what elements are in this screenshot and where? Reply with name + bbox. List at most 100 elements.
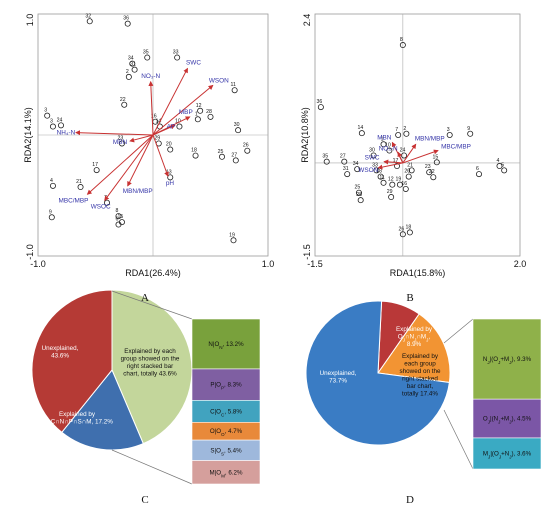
variable-arrow: [383, 159, 403, 165]
sample-point: [124, 20, 131, 27]
sample-label: 27: [340, 154, 346, 160]
sample-label: 16: [401, 181, 407, 187]
sample-point: [357, 197, 364, 204]
sample-point: [44, 112, 51, 119]
sample-point: [235, 127, 242, 134]
variable-label: SWC: [186, 59, 201, 66]
rda-plot-b: -1.5 2.02.4-1.5RDA1(15.8%)RDA2(10.8%)8361…: [300, 13, 527, 278]
sample-label: 22: [120, 97, 126, 103]
sample-label: 6: [476, 166, 479, 172]
sample-label: 29: [387, 189, 393, 195]
sample-label: 5: [501, 162, 504, 168]
sample-label: 27: [231, 152, 237, 158]
x-tick-label: 2.0: [514, 259, 527, 269]
sample-label: 23: [425, 164, 431, 170]
sample-point: [377, 173, 384, 180]
sample-label: 3: [44, 108, 47, 114]
bar-segment-label: S|OS, 5.4%: [210, 447, 242, 456]
pie-slice-label: chart, totally 43.6%: [123, 371, 177, 378]
sample-point: [121, 101, 128, 108]
sample-label: 14: [357, 125, 363, 131]
y-tick-label: -1.0: [25, 244, 35, 260]
pie-slice-label: Explained by: [402, 353, 439, 360]
sample-label: 4: [50, 178, 53, 184]
x-tick-label: -1.5: [307, 259, 323, 269]
sample-point: [118, 140, 125, 147]
plot-frame: [314, 13, 521, 257]
pie-slice: [305, 300, 450, 446]
sample-point: [389, 181, 396, 188]
sample-label: 4: [497, 158, 500, 164]
x-axis-label: RDA1(15.8%): [390, 268, 446, 278]
sample-point: [401, 152, 408, 159]
sample-label: 33: [372, 162, 378, 168]
bar-segment: [191, 368, 261, 401]
sample-point: [317, 104, 324, 111]
sample-point: [323, 158, 330, 165]
sample-label: 3: [50, 119, 53, 125]
sample-label: 1: [195, 111, 198, 117]
sample-label: 22: [429, 169, 435, 175]
sample-point: [395, 131, 402, 138]
sample-point: [232, 157, 239, 164]
sample-point: [49, 182, 56, 189]
connector-line: [111, 449, 193, 485]
sample-label: 10: [385, 143, 391, 149]
sample-point: [380, 141, 387, 148]
sample-point: [396, 181, 403, 188]
variable-arrow: [402, 143, 417, 164]
pie-slice-label: right stacked bar: [127, 363, 174, 370]
sample-point: [218, 153, 225, 160]
sample-label: 24: [57, 117, 63, 123]
sample-label: 8: [400, 37, 403, 43]
sample-point: [380, 179, 387, 186]
sample-label: 19: [229, 232, 235, 238]
sample-label: 20: [166, 142, 172, 148]
sample-label: 8: [116, 208, 119, 214]
sample-label: 28: [356, 192, 362, 198]
variable-label: MBN: [113, 139, 128, 146]
sample-label: 33: [173, 50, 179, 56]
sample-point: [48, 214, 55, 221]
y-tick-label: 2.4: [302, 14, 312, 27]
sample-point: [355, 189, 362, 196]
sample-label: 29: [154, 135, 160, 141]
sample-point: [408, 167, 415, 174]
x-tick-label: -1.0: [30, 259, 46, 269]
sample-label: 34: [128, 56, 134, 62]
sample-label: 21: [76, 179, 82, 185]
pie-slice-label: Explained by: [396, 326, 433, 333]
sample-label: 28: [206, 109, 212, 115]
x-axis-label: RDA1(26.4%): [125, 268, 181, 278]
sample-label: 7: [395, 127, 398, 133]
sample-point: [344, 171, 351, 178]
sample-label: 30: [369, 147, 375, 153]
sample-label: 26: [243, 143, 249, 149]
sample-point: [433, 159, 440, 166]
pie-slice: [111, 289, 193, 445]
pie-slice-label: totally 17.4%: [402, 391, 438, 398]
sample-point: [403, 130, 410, 137]
sample-point: [167, 174, 174, 181]
sample-label: 35: [143, 50, 149, 56]
sample-point: [192, 152, 199, 159]
sample-label: 30: [234, 122, 240, 128]
sample-label: 11: [230, 82, 235, 88]
pie-slice-label: each group: [404, 361, 436, 368]
sample-point: [167, 146, 174, 153]
sample-point: [399, 231, 406, 238]
sample-label: 19: [396, 177, 402, 183]
sample-label: 12: [196, 103, 202, 109]
sample-point: [405, 173, 412, 180]
sample-label: 13: [376, 169, 382, 175]
sample-label: 31: [130, 62, 136, 68]
sample-point: [77, 184, 84, 191]
variable-label: WSOC: [91, 203, 111, 210]
sample-label: 1: [381, 136, 384, 142]
sample-point: [402, 185, 409, 192]
variable-arrow: [152, 67, 188, 136]
variable-label: MBN/MBP: [415, 135, 445, 142]
sample-point: [467, 130, 474, 137]
